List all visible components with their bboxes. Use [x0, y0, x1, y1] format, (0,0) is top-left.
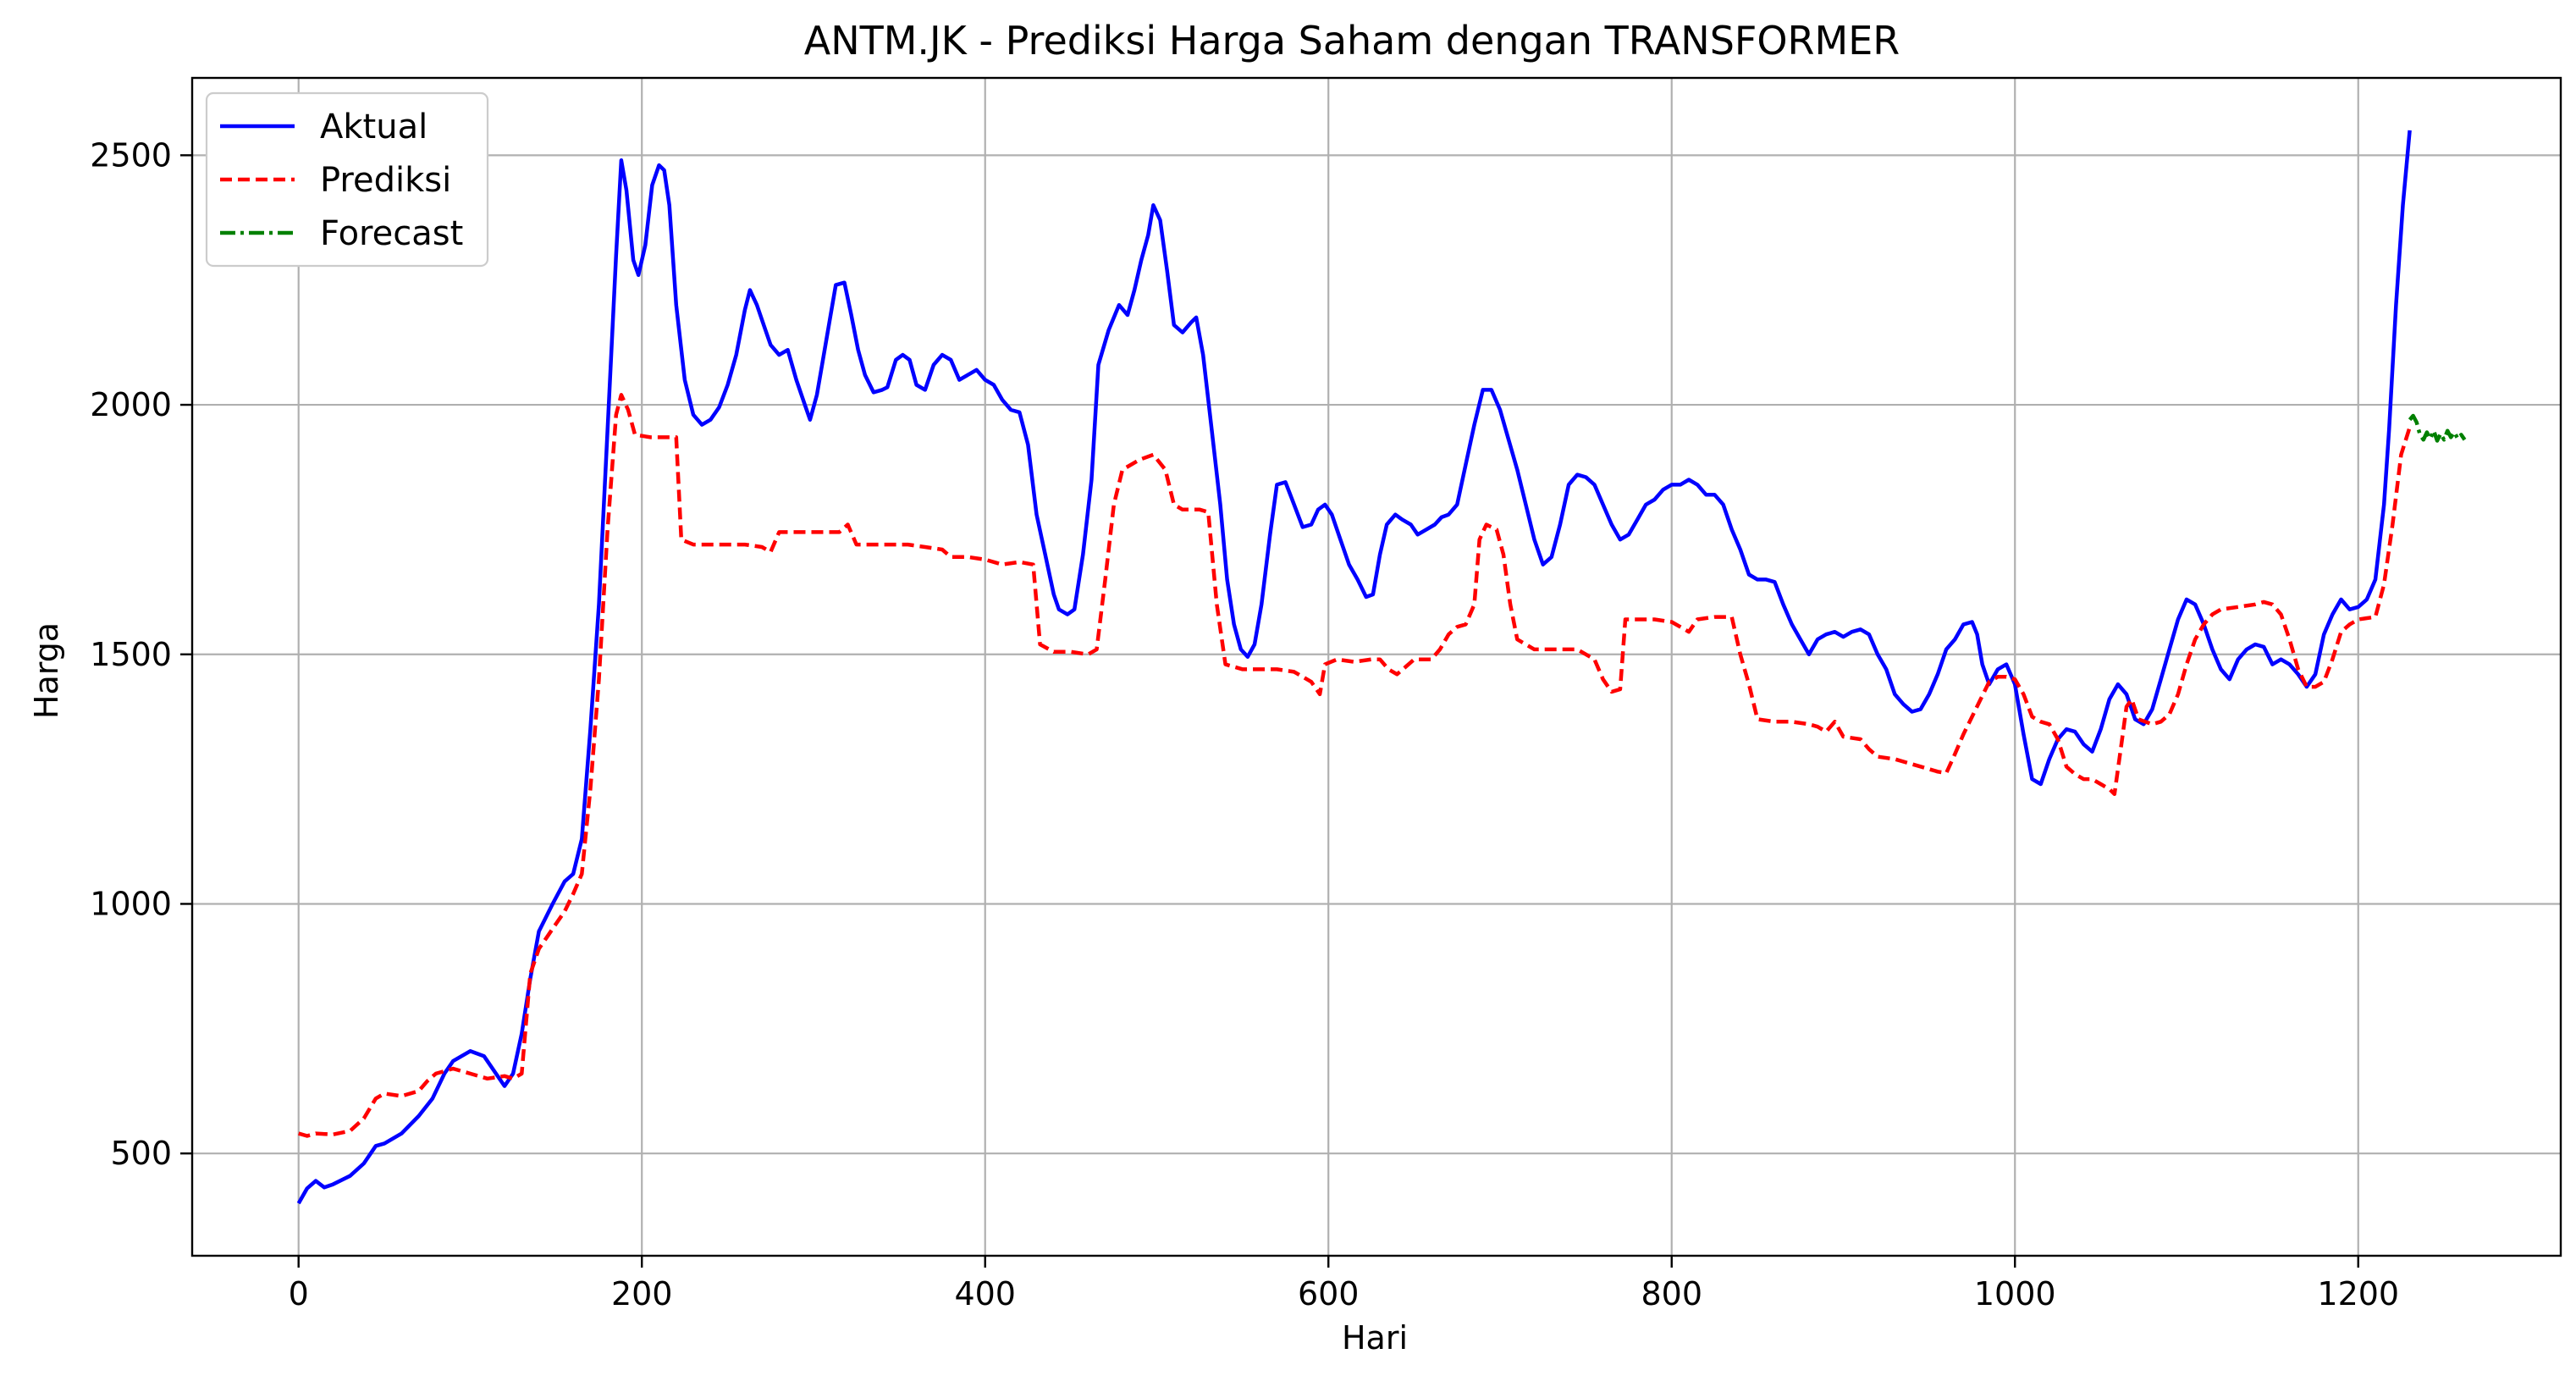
- x-tick-label: 600: [1298, 1275, 1360, 1312]
- plot-frame: [190, 76, 2562, 1257]
- y-tick-label: 2500: [90, 136, 172, 174]
- grid: [192, 78, 2561, 1256]
- x-tick-label: 0: [289, 1275, 309, 1312]
- x-tick-label: 400: [954, 1275, 1016, 1312]
- series-line-forecast: [2408, 413, 2467, 443]
- y-tick-label: 1000: [90, 885, 172, 922]
- chart-title: ANTM.JK - Prediksi Harga Saham dengan TR…: [804, 18, 1900, 64]
- legend-label-prediksi: Prediksi: [320, 161, 451, 200]
- series-line-aktual: [296, 130, 2412, 1205]
- y-tick-label: 1500: [90, 636, 172, 673]
- series-lines: [296, 130, 2467, 1205]
- x-axis-label: Hari: [1342, 1319, 1408, 1357]
- legend-label-aktual: Aktual: [320, 108, 427, 146]
- x-tick-label: 800: [1641, 1275, 1702, 1312]
- x-tick-label: 1200: [2317, 1275, 2399, 1312]
- series-line-prediksi: [298, 393, 2412, 1138]
- axis-ticks: 0 200 400 600 800 1000 1200 500 1000 1500 2000 2500: [90, 136, 2399, 1312]
- x-tick-label: 200: [611, 1275, 673, 1312]
- legend-label-forecast: Forecast: [320, 214, 463, 253]
- legend: Aktual Prediksi Forecast: [205, 91, 489, 268]
- y-tick-label: 500: [110, 1135, 172, 1172]
- y-tick-label: 2000: [90, 386, 172, 423]
- legend-box: [205, 91, 489, 268]
- y-axis-label: Harga: [28, 622, 65, 719]
- x-tick-label: 1000: [1974, 1275, 2056, 1312]
